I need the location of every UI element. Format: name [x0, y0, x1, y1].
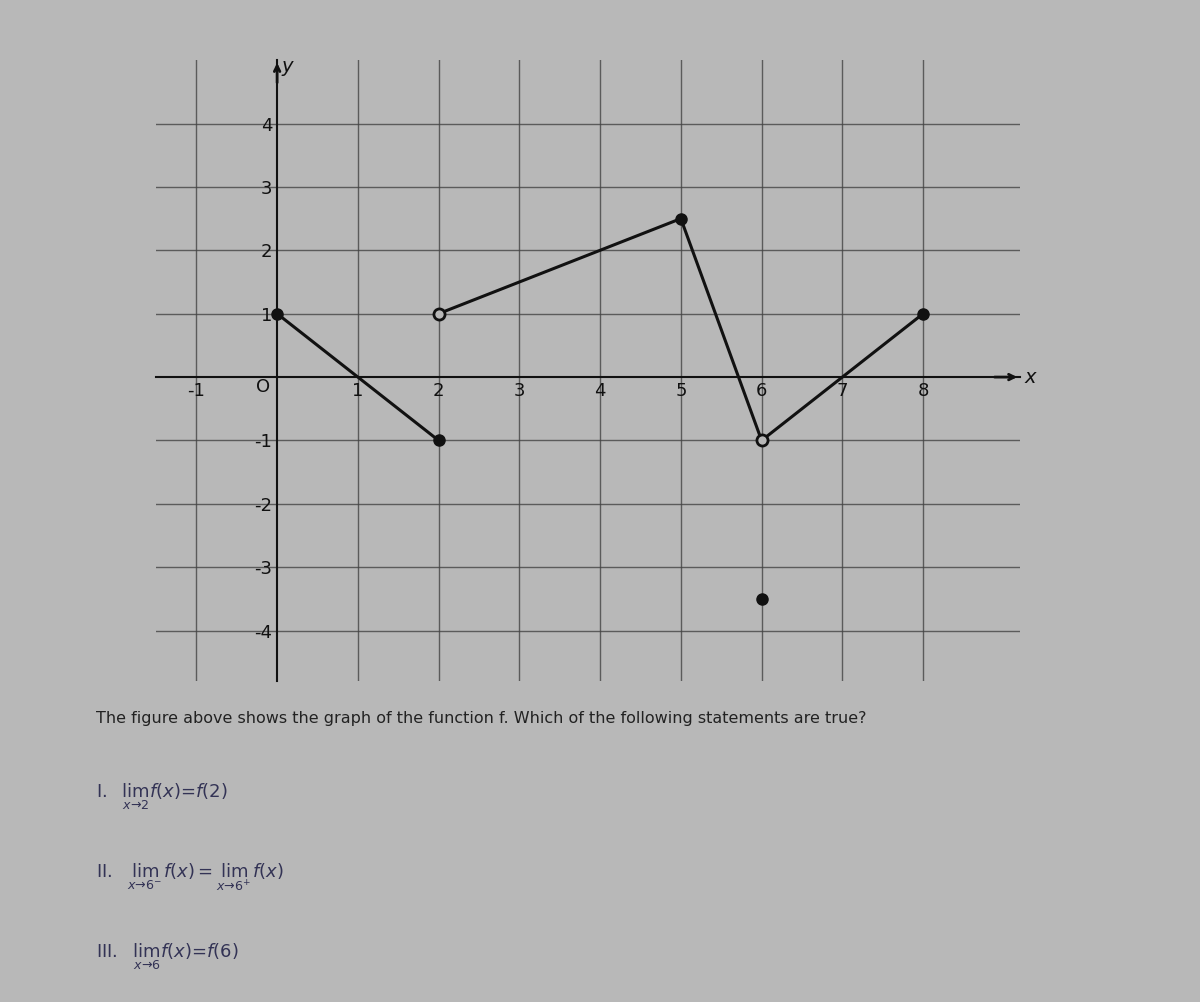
Text: x: x	[1024, 368, 1036, 387]
Text: $\rm{III.}$  $\lim_{x \to 6} f(x) = f(6)$: $\rm{III.}$ $\lim_{x \to 6} f(x) = f(6)$	[96, 942, 239, 972]
Text: The figure above shows the graph of the function f. Which of the following state: The figure above shows the graph of the …	[96, 711, 866, 726]
Text: $\rm{II.}$  $\lim_{x \to 6^-} f(x) = \lim_{x \to 6^+} f(x)$: $\rm{II.}$ $\lim_{x \to 6^-} f(x) = \lim…	[96, 862, 283, 894]
Text: O: O	[256, 378, 270, 396]
Text: $\rm{I.}$  $\lim_{x \to 2} f(x) = f(2)$: $\rm{I.}$ $\lim_{x \to 2} f(x) = f(2)$	[96, 782, 228, 812]
Text: y: y	[281, 57, 293, 76]
